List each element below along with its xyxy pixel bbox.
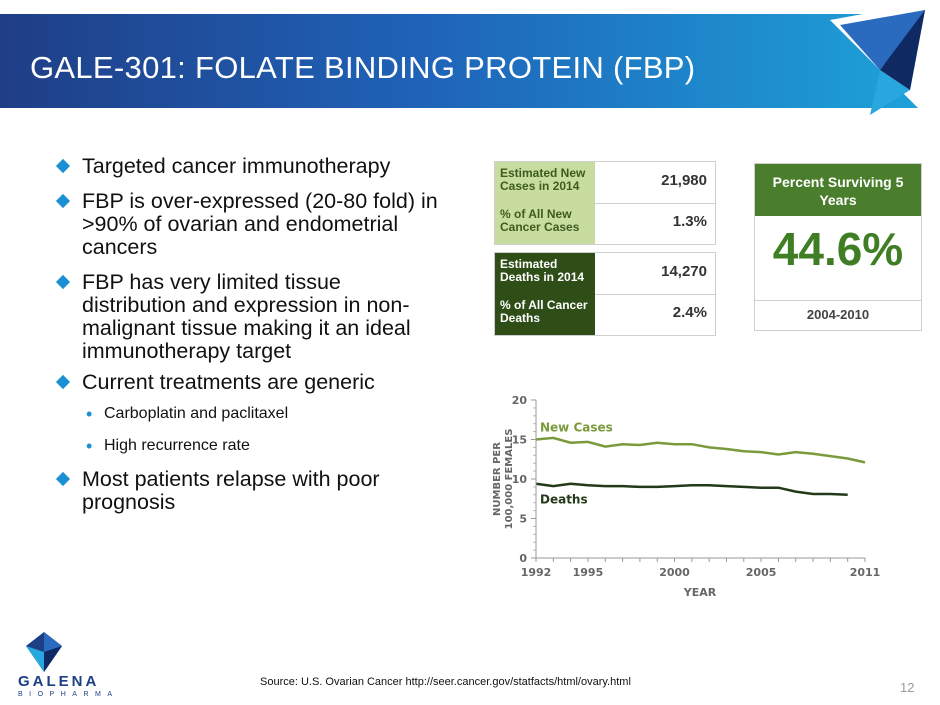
bullet-item: Targeted cancer immunotherapy [55, 155, 450, 178]
pct-deaths-label: % of All Cancer Deaths [495, 294, 595, 335]
y-tick-label: 5 [519, 513, 527, 526]
diamond-bullet-icon [55, 193, 71, 209]
survival-title: Percent Surviving 5 Years [755, 164, 921, 216]
pct-new-label: % of All New Cancer Cases [495, 203, 595, 244]
logo-subtext: BIOPHARMA [18, 691, 119, 698]
y-tick-label: 0 [519, 552, 527, 565]
x-tick-label: 1995 [573, 566, 604, 579]
bullet-item: Current treatments are generic [55, 371, 450, 394]
x-axis-label: YEAR [683, 586, 717, 599]
sub-bullet-item: • High recurrence rate [86, 436, 250, 456]
pct-new-value: 1.3% [672, 213, 707, 230]
diamond-bullet-icon [55, 374, 71, 390]
survival-value: 44.6% [772, 223, 904, 275]
diamond-bullet-icon [55, 158, 71, 174]
deaths-row: Estimated Deaths in 2014 14,270 [495, 253, 715, 295]
series-label-deaths: Deaths [540, 493, 588, 507]
pct-new-row: % of All New Cancer Cases 1.3% [495, 203, 715, 244]
bullet-item: FBP has very limited tissue distribution… [55, 271, 450, 363]
series-label-new-cases: New Cases [540, 421, 613, 435]
sub-bullet-item: • Carboplatin and paclitaxel [86, 404, 289, 424]
y-axis-label: NUMBER PER100,000 FEMALES [492, 429, 515, 530]
y-tick-label: 15 [512, 434, 527, 447]
bullet-list: Targeted cancer immunotherapy FBP is ove… [55, 155, 450, 526]
series-line-deaths [535, 482, 848, 497]
new-cases-row: Estimated New Cases in 2014 21,980 [495, 162, 715, 204]
x-tick-label: 1992 [521, 566, 552, 579]
survival-box: Percent Surviving 5 Years 44.6% 2004-201… [754, 163, 922, 331]
y-tick-label: 20 [512, 394, 528, 407]
survival-years: 2004-2010 [755, 300, 921, 322]
x-tick-label: 2000 [659, 566, 690, 579]
y-tick-label: 10 [512, 473, 528, 486]
pct-deaths-row: % of All Cancer Deaths 2.4% [495, 294, 715, 335]
new-cases-value: 21,980 [661, 172, 707, 189]
dot-bullet-icon: • [86, 404, 93, 424]
galena-logo-icon [26, 632, 62, 672]
source-citation: Source: U.S. Ovarian Cancer http://seer.… [260, 676, 631, 688]
deaths-value: 14,270 [661, 263, 707, 280]
diamond-bullet-icon [55, 471, 71, 487]
series-line-new-cases [535, 436, 866, 464]
new-cases-label: Estimated New Cases in 2014 [495, 162, 595, 203]
logo-wordmark: GALENA [18, 673, 100, 690]
x-tick-label: 2005 [746, 566, 777, 579]
deaths-box: Estimated Deaths in 2014 14,270 % of All… [494, 252, 716, 336]
bullet-item: Most patients relapse with poor prognosi… [55, 468, 450, 514]
pct-deaths-value: 2.4% [672, 304, 707, 321]
x-tick-label: 2011 [850, 566, 881, 579]
slide-title: GALE-301: FOLATE BINDING PROTEIN (FBP) [30, 50, 696, 85]
corner-logo-icon [830, 0, 940, 130]
incidence-line-chart: 0 5 10 15 20 1992 1995 2000 2005 2011 NUMBER PER… [492, 394, 881, 599]
diamond-bullet-icon [55, 274, 71, 290]
new-cases-box: Estimated New Cases in 2014 21,980 % of … [494, 161, 716, 245]
bullet-item: FBP is over-expressed (20-80 fold) in >9… [55, 190, 450, 259]
dot-bullet-icon: • [86, 436, 93, 456]
deaths-label: Estimated Deaths in 2014 [495, 253, 595, 294]
page-number: 12 [900, 680, 915, 695]
title-bar: GALE-301: FOLATE BINDING PROTEIN (FBP) [0, 14, 940, 108]
